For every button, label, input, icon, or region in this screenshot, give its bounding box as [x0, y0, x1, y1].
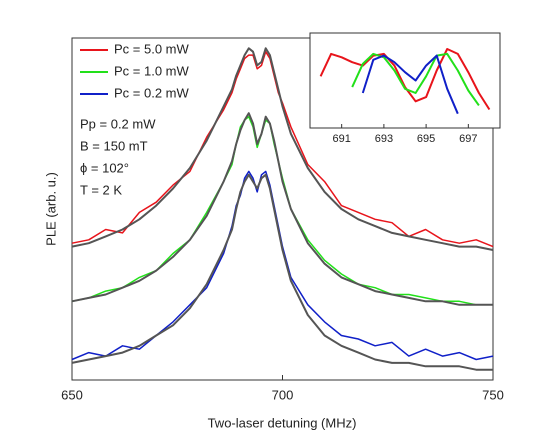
annotation: Pp = 0.2 mW: [80, 116, 156, 131]
annotation: ϕ = 102°: [80, 160, 129, 175]
inset-x-tick-label: 695: [417, 133, 435, 145]
legend-label: Pc = 0.2 mW: [114, 85, 189, 100]
legend-label: Pc = 5.0 mW: [114, 41, 189, 56]
inset-line: [351, 52, 480, 106]
inset-x-tick-label: 693: [375, 133, 393, 145]
inset-line: [361, 54, 459, 115]
x-tick-label: 750: [482, 387, 504, 402]
fit-line: [71, 47, 494, 251]
fit-line: [71, 112, 493, 306]
inset-frame: [309, 32, 501, 129]
annotation: T = 2 K: [80, 182, 122, 197]
legend-label: Pc = 1.0 mW: [114, 63, 189, 78]
inset-x-tick-label: 697: [459, 133, 477, 145]
inset-x-tick-label: 691: [332, 133, 350, 145]
x-axis-label: Two-laser detuning (MHz): [208, 415, 357, 430]
data-line: [71, 170, 494, 361]
x-tick-label: 650: [61, 387, 83, 402]
y-axis-label: PLE (arb. u.): [43, 172, 58, 246]
fit-line: [71, 173, 493, 371]
x-tick-label: 700: [272, 387, 294, 402]
data-line: [71, 50, 494, 248]
annotation: B = 150 mT: [80, 138, 148, 153]
